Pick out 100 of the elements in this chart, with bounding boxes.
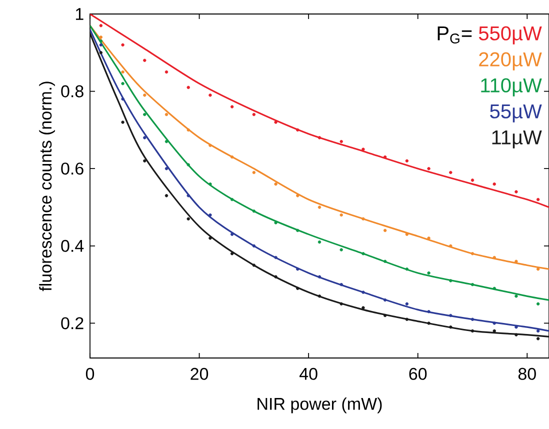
point bbox=[252, 112, 256, 116]
point bbox=[164, 194, 168, 198]
point bbox=[121, 97, 124, 101]
point bbox=[252, 264, 256, 267]
point bbox=[121, 43, 124, 47]
x-tick-label: 40 bbox=[300, 368, 318, 380]
point bbox=[274, 256, 278, 260]
point bbox=[514, 333, 518, 336]
point bbox=[492, 286, 496, 290]
point bbox=[186, 128, 190, 132]
y-tick-label: 1 bbox=[76, 8, 84, 20]
point bbox=[252, 170, 256, 174]
point bbox=[143, 136, 146, 140]
point bbox=[362, 148, 365, 151]
y-tick-label: 0.8 bbox=[61, 85, 84, 98]
point bbox=[536, 329, 540, 333]
point bbox=[143, 159, 146, 162]
point bbox=[143, 112, 146, 116]
point bbox=[340, 213, 343, 217]
point bbox=[164, 167, 168, 170]
point bbox=[340, 248, 343, 252]
point bbox=[296, 194, 300, 198]
point bbox=[99, 39, 103, 43]
x-tick-label: 20 bbox=[190, 368, 208, 380]
point bbox=[383, 314, 387, 318]
point bbox=[296, 286, 300, 290]
text: 220µW bbox=[479, 52, 542, 70]
point bbox=[362, 217, 365, 220]
point bbox=[252, 210, 256, 213]
point bbox=[230, 198, 234, 202]
y-tick-label: 0.4 bbox=[61, 240, 84, 252]
point bbox=[427, 167, 430, 170]
point bbox=[405, 302, 409, 306]
point bbox=[186, 194, 190, 198]
point bbox=[427, 310, 430, 314]
point bbox=[296, 228, 300, 232]
point bbox=[143, 58, 146, 62]
point bbox=[274, 182, 278, 186]
x-tick-label: 0 bbox=[86, 368, 94, 380]
point bbox=[514, 294, 518, 298]
point bbox=[536, 302, 540, 306]
point bbox=[143, 94, 146, 97]
text: 110µW bbox=[481, 78, 542, 96]
point bbox=[449, 170, 452, 174]
point bbox=[492, 256, 496, 260]
point bbox=[449, 279, 452, 282]
point bbox=[186, 163, 190, 166]
point bbox=[121, 70, 124, 74]
point bbox=[427, 271, 430, 275]
point bbox=[318, 206, 322, 209]
point bbox=[318, 240, 322, 244]
point bbox=[230, 232, 234, 236]
point bbox=[186, 217, 190, 220]
point bbox=[99, 43, 103, 47]
point bbox=[208, 94, 212, 97]
point bbox=[99, 51, 103, 54]
point bbox=[383, 260, 387, 263]
point bbox=[318, 294, 322, 298]
point bbox=[449, 325, 452, 329]
point bbox=[318, 275, 322, 278]
point bbox=[274, 275, 278, 278]
point bbox=[492, 322, 496, 325]
legend-title: P$_{G}$= bbox=[438, 26, 472, 44]
point bbox=[405, 232, 409, 236]
point bbox=[296, 268, 300, 271]
point bbox=[230, 105, 234, 108]
point bbox=[514, 190, 518, 194]
text: 11µW bbox=[492, 130, 542, 148]
point bbox=[470, 252, 474, 256]
point bbox=[405, 268, 409, 271]
point bbox=[536, 268, 540, 271]
point bbox=[405, 318, 409, 321]
point bbox=[99, 36, 103, 39]
point bbox=[362, 252, 365, 256]
line-series bbox=[90, 14, 549, 208]
text: 55µW bbox=[490, 104, 542, 122]
point bbox=[208, 236, 212, 240]
point bbox=[470, 178, 474, 182]
y-axis-title: fluorescence counts (norm.) bbox=[39, 82, 55, 292]
y-tick-label: 0.2 bbox=[61, 317, 84, 330]
point bbox=[164, 112, 168, 116]
point bbox=[208, 182, 212, 186]
x-tick-label: 80 bbox=[518, 368, 536, 380]
point bbox=[121, 120, 124, 124]
point bbox=[274, 120, 278, 124]
point bbox=[383, 228, 387, 232]
point bbox=[340, 302, 343, 306]
point bbox=[230, 252, 234, 256]
point bbox=[470, 318, 474, 321]
point bbox=[427, 322, 430, 325]
point bbox=[99, 24, 103, 28]
point bbox=[121, 82, 124, 86]
point bbox=[340, 282, 343, 286]
point bbox=[470, 329, 474, 333]
point bbox=[362, 290, 365, 294]
point bbox=[405, 159, 409, 162]
point bbox=[449, 314, 452, 318]
point bbox=[318, 136, 322, 140]
x-tick-label: 60 bbox=[409, 368, 427, 380]
point bbox=[470, 282, 474, 286]
